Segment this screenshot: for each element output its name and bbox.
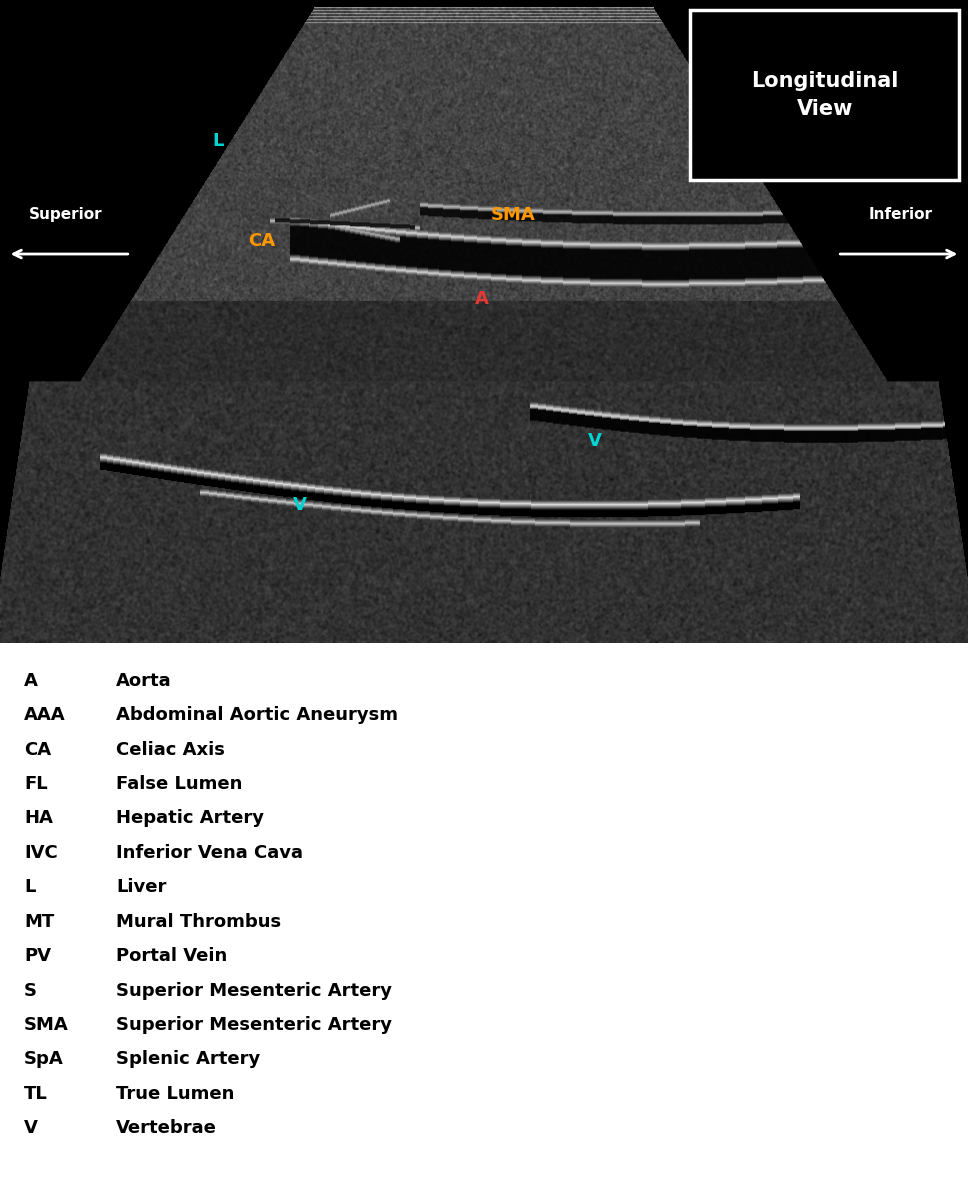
Text: Superior: Superior bbox=[29, 206, 103, 222]
Text: Superior Mesenteric Artery: Superior Mesenteric Artery bbox=[116, 982, 392, 999]
Text: HA: HA bbox=[24, 809, 53, 827]
Text: Longitudinal
View: Longitudinal View bbox=[751, 71, 898, 119]
Text: Inferior: Inferior bbox=[868, 206, 932, 222]
Text: IVC: IVC bbox=[24, 844, 58, 861]
Text: Celiac Axis: Celiac Axis bbox=[116, 741, 225, 759]
Text: V: V bbox=[293, 496, 307, 513]
Text: Liver: Liver bbox=[116, 878, 166, 897]
Text: Hepatic Artery: Hepatic Artery bbox=[116, 809, 264, 827]
Text: False Lumen: False Lumen bbox=[116, 775, 243, 793]
Text: S: S bbox=[24, 982, 37, 999]
Text: True Lumen: True Lumen bbox=[116, 1084, 234, 1103]
Text: Aorta: Aorta bbox=[116, 671, 171, 689]
Text: L: L bbox=[24, 878, 36, 897]
Text: MT: MT bbox=[24, 913, 54, 931]
Text: Superior Mesenteric Artery: Superior Mesenteric Artery bbox=[116, 1016, 392, 1034]
Text: Abdominal Aortic Aneurysm: Abdominal Aortic Aneurysm bbox=[116, 706, 398, 725]
Text: CA: CA bbox=[248, 232, 275, 250]
Text: V: V bbox=[24, 1120, 38, 1138]
Text: Splenic Artery: Splenic Artery bbox=[116, 1050, 260, 1068]
Text: Mural Thrombus: Mural Thrombus bbox=[116, 913, 282, 931]
Text: A: A bbox=[24, 671, 38, 689]
Text: FL: FL bbox=[24, 775, 47, 793]
Text: CA: CA bbox=[24, 741, 51, 759]
Text: SMA: SMA bbox=[24, 1016, 69, 1034]
Text: SpA: SpA bbox=[24, 1050, 64, 1068]
Text: AAA: AAA bbox=[24, 706, 66, 725]
Text: L: L bbox=[212, 132, 224, 151]
Text: Vertebrae: Vertebrae bbox=[116, 1120, 217, 1138]
Text: TL: TL bbox=[24, 1084, 48, 1103]
Text: A: A bbox=[475, 290, 489, 308]
Text: SMA: SMA bbox=[491, 206, 535, 224]
Text: Inferior Vena Cava: Inferior Vena Cava bbox=[116, 844, 303, 861]
Text: PV: PV bbox=[24, 948, 51, 965]
Text: V: V bbox=[589, 432, 602, 450]
FancyBboxPatch shape bbox=[690, 9, 959, 181]
Text: Portal Vein: Portal Vein bbox=[116, 948, 227, 965]
